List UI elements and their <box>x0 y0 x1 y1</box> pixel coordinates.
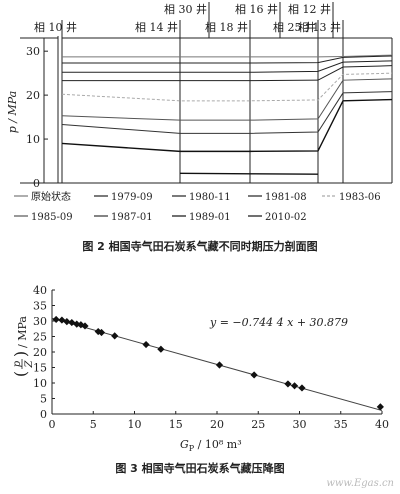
series-line <box>179 172 319 175</box>
series-line <box>61 78 393 121</box>
well-labels: 相 30 井 相 16 井相 12 井相 10 井 相 14 井 相 18 井 相 25… <box>34 2 341 38</box>
data-point <box>215 361 224 369</box>
series-line <box>62 55 393 64</box>
data-point <box>298 384 306 392</box>
series-line <box>62 54 393 58</box>
profile-frame <box>20 20 393 184</box>
data-point <box>63 318 71 326</box>
legend-label: 1989-01 <box>189 212 231 223</box>
data-point <box>73 320 81 328</box>
watermark: www.Egas.cn <box>326 478 394 489</box>
y-tick-label: 35 <box>33 300 47 313</box>
data-point <box>157 345 165 353</box>
data-point <box>250 371 258 379</box>
data-point <box>81 322 89 330</box>
y-tick-label: 20 <box>26 89 40 102</box>
well-label-bottom: 相 10 井 <box>34 20 77 34</box>
decline-points <box>52 315 384 411</box>
profile-series <box>61 54 393 175</box>
y-label-unit: / MPa <box>16 316 29 348</box>
data-point <box>284 380 292 388</box>
figure3-caption: 图 3 相国寺气田石炭系气藏压降图 <box>115 462 285 475</box>
legend-label: 1983-06 <box>339 192 381 203</box>
data-point <box>97 328 106 337</box>
data-point <box>68 318 76 327</box>
y-label-z: Z <box>24 359 35 368</box>
data-point <box>52 315 60 324</box>
y-label-p: p <box>12 360 23 367</box>
x-tick-label: 25 <box>251 418 265 431</box>
x-tick-label: 40 <box>375 418 389 431</box>
series-line <box>62 60 393 73</box>
legend-label: 1981-08 <box>265 192 307 203</box>
y-tick-label: 30 <box>33 315 47 328</box>
well-label-bottom: 相 25 井 <box>273 20 316 34</box>
pressure-profile-chart: 相 30 井 相 16 井相 12 井相 10 井 相 14 井 相 18 井 相 25… <box>6 2 393 223</box>
well-label-bottom: 相 13 井 <box>298 20 341 34</box>
profile-y-axis: 0 10 20 30 p / MPa <box>6 38 48 190</box>
legend-label: 原始状态 <box>31 190 71 203</box>
series-line <box>61 98 393 153</box>
x-tick-label: 15 <box>169 418 183 431</box>
well-label-top: 相 30 井 <box>164 2 207 16</box>
x-tick-label: 0 <box>49 418 56 431</box>
series-line <box>62 65 393 82</box>
y-tick-label: 40 <box>33 284 47 297</box>
legend-label: 1987-01 <box>111 212 153 223</box>
x-tick-label: 5 <box>90 418 97 431</box>
y-axis-label: ( p Z) / MPa <box>11 316 35 377</box>
well-label-top: 相 16 井 <box>235 2 278 16</box>
y-label-paren-open: ( <box>11 371 30 377</box>
y-tick-label: 20 <box>33 346 47 359</box>
y-tick-label: 0 <box>33 177 40 190</box>
decline-labels: y = −0.744 4 x + 30.879 GP / 10⁸ m³ ( p Z) / … <box>11 316 348 453</box>
x-tick-label: 30 <box>293 418 307 431</box>
x-tick-label: 20 <box>210 418 224 431</box>
data-point <box>77 321 85 329</box>
well-label-top: 相 12 井 <box>288 2 331 16</box>
well-label-bottom: 相 14 井 <box>135 20 178 34</box>
y-tick-label: 15 <box>33 362 47 375</box>
x-tick-label: 10 <box>128 418 142 431</box>
x-axis-label: GP / 10⁸ m³ <box>180 438 242 453</box>
series-line <box>61 91 393 134</box>
y-tick-label: 10 <box>33 377 47 390</box>
data-point <box>94 327 102 336</box>
profile-legend: 原始状态 1979-09 1980-11 1981-08 1983-06 1985-09 1… <box>14 190 381 223</box>
data-point <box>290 382 299 390</box>
legend-label: 1979-09 <box>111 192 153 203</box>
fit-equation: y = −0.744 4 x + 30.879 <box>209 316 348 329</box>
legend-label: 1985-09 <box>31 212 73 223</box>
y-tick-label: 25 <box>33 331 47 344</box>
data-point <box>111 332 119 340</box>
data-point <box>142 340 150 349</box>
y-tick-label: 0 <box>40 408 47 421</box>
x-tick-label: 35 <box>334 418 348 431</box>
y-tick-label: 30 <box>26 45 40 58</box>
well-label-bottom: 相 18 井 <box>205 20 248 34</box>
legend-label: 1980-11 <box>189 192 231 203</box>
legend-label: 2010-02 <box>265 212 307 223</box>
series-line <box>61 72 393 102</box>
figure2-caption: 图 2 相国寺气田石炭系气藏不同时期压力剖面图 <box>82 240 318 253</box>
data-point <box>376 403 384 411</box>
y-tick-label: 10 <box>26 133 40 146</box>
y-tick-label: 5 <box>40 393 47 406</box>
y-label-paren-close: ) <box>11 351 30 357</box>
y-axis-label: p / MPa <box>6 91 19 133</box>
